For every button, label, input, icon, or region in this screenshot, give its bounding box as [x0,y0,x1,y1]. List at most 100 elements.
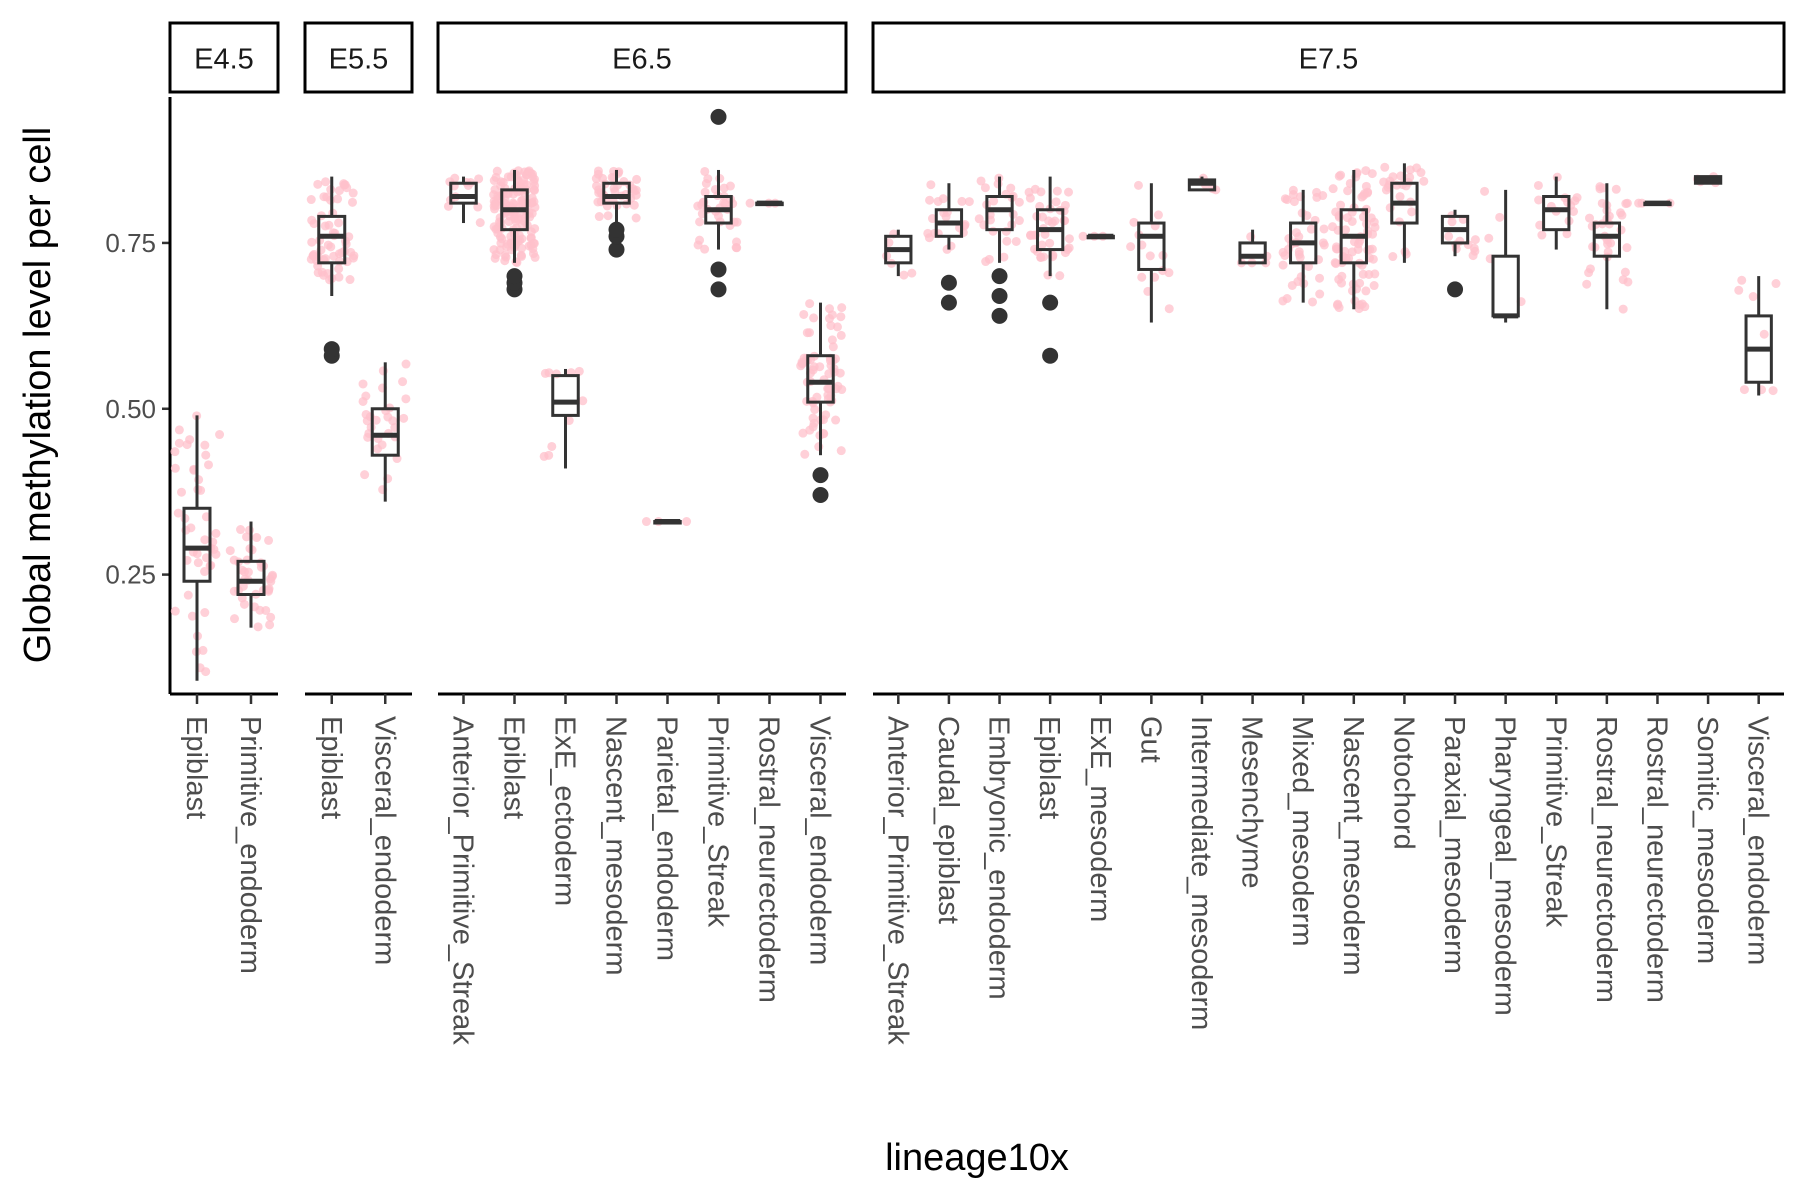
data-point [797,357,807,367]
data-point [1535,220,1545,230]
data-point [603,211,613,221]
data-point [703,174,713,184]
data-point [492,166,502,176]
x-tick-label: Epiblast [315,716,347,819]
data-point [1534,195,1544,205]
data-point [1014,216,1024,226]
data-point [1582,279,1592,289]
data-point [1381,185,1391,195]
y-tick-label: 0.50 [105,394,156,424]
box [602,181,631,205]
x-tick-label: Pharyngeal_mesoderm [1489,716,1521,1016]
outlier-point [940,274,957,291]
data-point [1006,183,1016,193]
box [236,559,266,596]
data-point [1562,229,1572,239]
data-point [591,174,601,184]
data-point [1618,304,1628,314]
data-point [194,475,204,485]
data-point [193,558,203,568]
data-point [320,221,330,231]
data-point [926,180,936,190]
data-point [1598,183,1608,193]
data-point [514,230,524,240]
data-point [528,249,538,259]
data-point [475,218,485,228]
data-point [1331,259,1341,269]
data-point [363,432,373,442]
box-group: Rostral_neurectoderm [745,198,785,1003]
data-point [490,185,500,195]
data-point [1362,188,1372,198]
data-point [1318,191,1328,201]
x-tick-label: Visceral_endoderm [1742,716,1774,965]
data-point [693,201,703,211]
box-group: Intermediate_mesoderm [1185,173,1221,1030]
data-point [242,532,252,542]
y-tick-label: 0.75 [105,228,156,258]
data-point [358,396,368,406]
data-point [320,254,330,264]
data-point [347,197,357,207]
x-tick-label: Anterior_Primitive_Streak [447,716,479,1045]
data-point [516,250,526,260]
facet-panel-e6-5: E6.5 Anterior_Primitive_Streak Epiblast ExE… [436,21,848,1045]
data-point [174,438,184,448]
data-point [501,252,511,262]
panels-layer: 0.25 0.50 0.75 E4.5 Epiblast Primitive_endode… [105,21,1786,1045]
data-point [321,177,331,187]
data-point [1328,184,1338,194]
data-point [372,444,382,454]
box [1542,195,1571,232]
data-point [593,197,603,207]
data-point [502,239,512,249]
box-group: Primitive_Streak [693,108,742,928]
outlier-point [1447,281,1464,298]
data-point [593,166,603,176]
data-point [974,214,984,224]
data-point [804,328,814,338]
box [182,506,212,583]
data-point [1444,231,1454,241]
data-point [984,254,994,264]
data-point [1336,200,1346,210]
x-tick-label: Epiblast [498,716,530,819]
facet-strip-label: E5.5 [329,44,389,76]
data-point [1405,165,1415,175]
data-point [174,425,184,435]
data-point [732,217,742,227]
data-point [1379,177,1389,187]
data-point [899,270,909,280]
x-tick-label: Primitive_Streak [702,716,734,928]
data-point [1051,197,1061,207]
data-point [827,335,837,345]
data-point [1014,197,1024,207]
data-point [1337,278,1347,288]
data-point [306,195,316,205]
data-point [1407,207,1417,217]
x-tick-label: Caudal_epiblast [932,716,964,924]
data-point [1153,210,1163,220]
outlier-point [608,241,625,258]
data-point [989,196,999,206]
box [1238,241,1267,265]
data-point [1164,268,1174,278]
data-point [1622,243,1632,253]
data-point [907,268,917,278]
data-point [1306,224,1316,234]
box-group: Epiblast [489,166,540,819]
data-point [828,342,838,352]
x-tick-label: Nascent_mesoderm [1337,716,1369,976]
data-point [1164,304,1174,314]
data-point [264,584,274,594]
data-point [1287,280,1297,290]
data-point [719,198,729,208]
data-point [1570,196,1580,206]
data-point [361,409,371,419]
data-point [695,235,705,245]
outlier-point [608,221,625,238]
data-point [1278,260,1288,270]
data-point [348,188,358,198]
data-point [1358,269,1368,279]
box-group: Caudal_epiblast [923,180,974,924]
